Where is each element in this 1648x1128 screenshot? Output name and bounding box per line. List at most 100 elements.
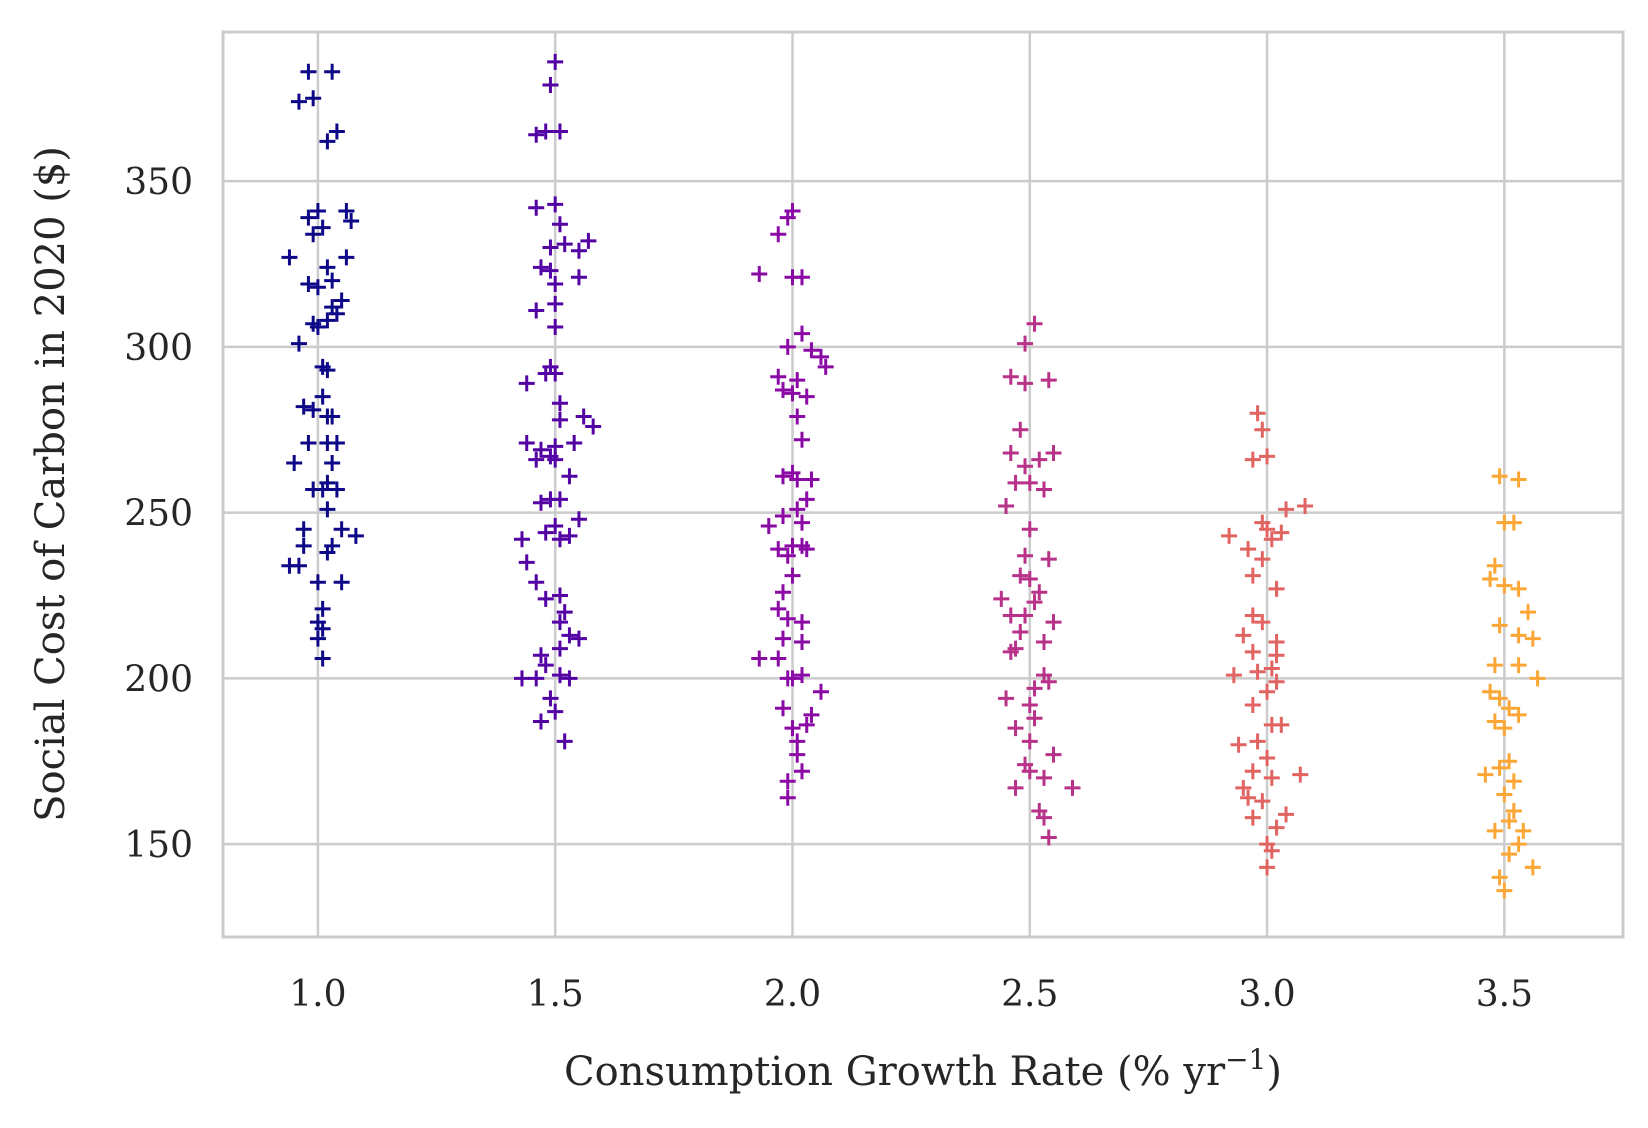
data-point: [309, 203, 326, 220]
data-point: [775, 700, 791, 717]
data-point: [547, 53, 564, 70]
data-point: [1268, 673, 1285, 690]
data-point: [305, 401, 322, 418]
data-point: [1510, 836, 1527, 853]
y-tick-label: 150: [124, 825, 193, 866]
data-point: [328, 123, 345, 140]
data-point: [1017, 335, 1034, 352]
data-point: [1263, 769, 1280, 786]
data-point: [1002, 368, 1019, 385]
data-point: [580, 232, 597, 249]
data-point: [1292, 766, 1309, 783]
data-point: [547, 703, 564, 720]
data-point: [537, 123, 554, 140]
data-point: [1486, 657, 1503, 674]
data-point: [1501, 753, 1518, 770]
data-point: [314, 388, 331, 405]
data-point: [1524, 859, 1541, 876]
data-point: [319, 362, 336, 379]
data-point: [1244, 696, 1261, 713]
data-point: [547, 275, 564, 292]
data-point: [309, 630, 326, 647]
data-point: [1040, 551, 1057, 568]
data-point: [1259, 859, 1276, 876]
data-point: [798, 716, 815, 733]
data-point: [290, 93, 307, 110]
data-point: [547, 451, 564, 468]
data-point: [1278, 806, 1295, 823]
data-point: [1496, 720, 1513, 737]
data-point: [542, 77, 559, 94]
data-point: [319, 259, 336, 276]
data-point: [798, 491, 815, 508]
data-point: [1036, 481, 1053, 498]
data-point: [551, 531, 568, 548]
data-point: [1491, 617, 1508, 634]
data-point: [305, 226, 322, 243]
data-point: [775, 584, 791, 601]
data-point: [542, 262, 559, 279]
data-point: [793, 633, 810, 650]
data-point: [770, 368, 787, 385]
data-point: [295, 521, 312, 538]
data-point: [1249, 405, 1266, 422]
data-point: [1297, 498, 1314, 515]
data-point: [333, 292, 350, 309]
data-point: [812, 683, 829, 700]
data-point: [1240, 541, 1257, 558]
data-point: [570, 269, 587, 286]
data-point: [1021, 696, 1038, 713]
data-point: [1520, 604, 1537, 621]
data-point: [1510, 627, 1527, 644]
data-point: [770, 600, 787, 617]
data-point: [993, 590, 1010, 607]
data-point: [319, 501, 336, 518]
data-point: [803, 471, 820, 488]
data-point: [1031, 584, 1048, 601]
data-point: [1491, 869, 1508, 886]
data-point: [779, 547, 796, 564]
series-group: [1221, 405, 1314, 876]
data-point: [784, 670, 801, 687]
data-point: [319, 408, 336, 425]
data-point: [1268, 580, 1285, 597]
data-point: [1501, 812, 1518, 829]
data-point: [1021, 733, 1038, 750]
data-point: [775, 382, 791, 399]
data-point: [1244, 643, 1261, 660]
data-point: [1002, 643, 1019, 660]
data-point: [789, 746, 806, 763]
data-point: [1017, 607, 1034, 624]
data-point: [798, 541, 815, 558]
data-point: [1273, 524, 1290, 541]
data-point: [793, 269, 810, 286]
data-point: [300, 209, 317, 226]
data-point: [1026, 594, 1043, 611]
data-point: [1021, 763, 1038, 780]
data-point: [1002, 607, 1019, 624]
data-point: [305, 481, 322, 498]
series-group: [993, 315, 1081, 846]
data-point: [570, 511, 587, 528]
data-point: [561, 468, 578, 485]
data-point: [537, 590, 554, 607]
data-markers: [281, 53, 1546, 899]
data-point: [784, 385, 801, 402]
data-point: [309, 279, 326, 296]
data-point: [1273, 716, 1290, 733]
data-point: [1230, 736, 1247, 753]
data-point: [793, 514, 810, 531]
data-point: [751, 650, 768, 667]
data-point: [305, 90, 322, 107]
data-point: [817, 358, 834, 375]
data-point: [286, 454, 303, 471]
data-point: [770, 226, 787, 243]
y-tick-label: 200: [124, 659, 193, 700]
data-point: [1021, 474, 1038, 491]
data-point: [1002, 445, 1019, 462]
data-point: [513, 670, 530, 687]
data-point: [1268, 647, 1285, 664]
data-point: [532, 441, 549, 458]
data-point: [1477, 766, 1494, 783]
